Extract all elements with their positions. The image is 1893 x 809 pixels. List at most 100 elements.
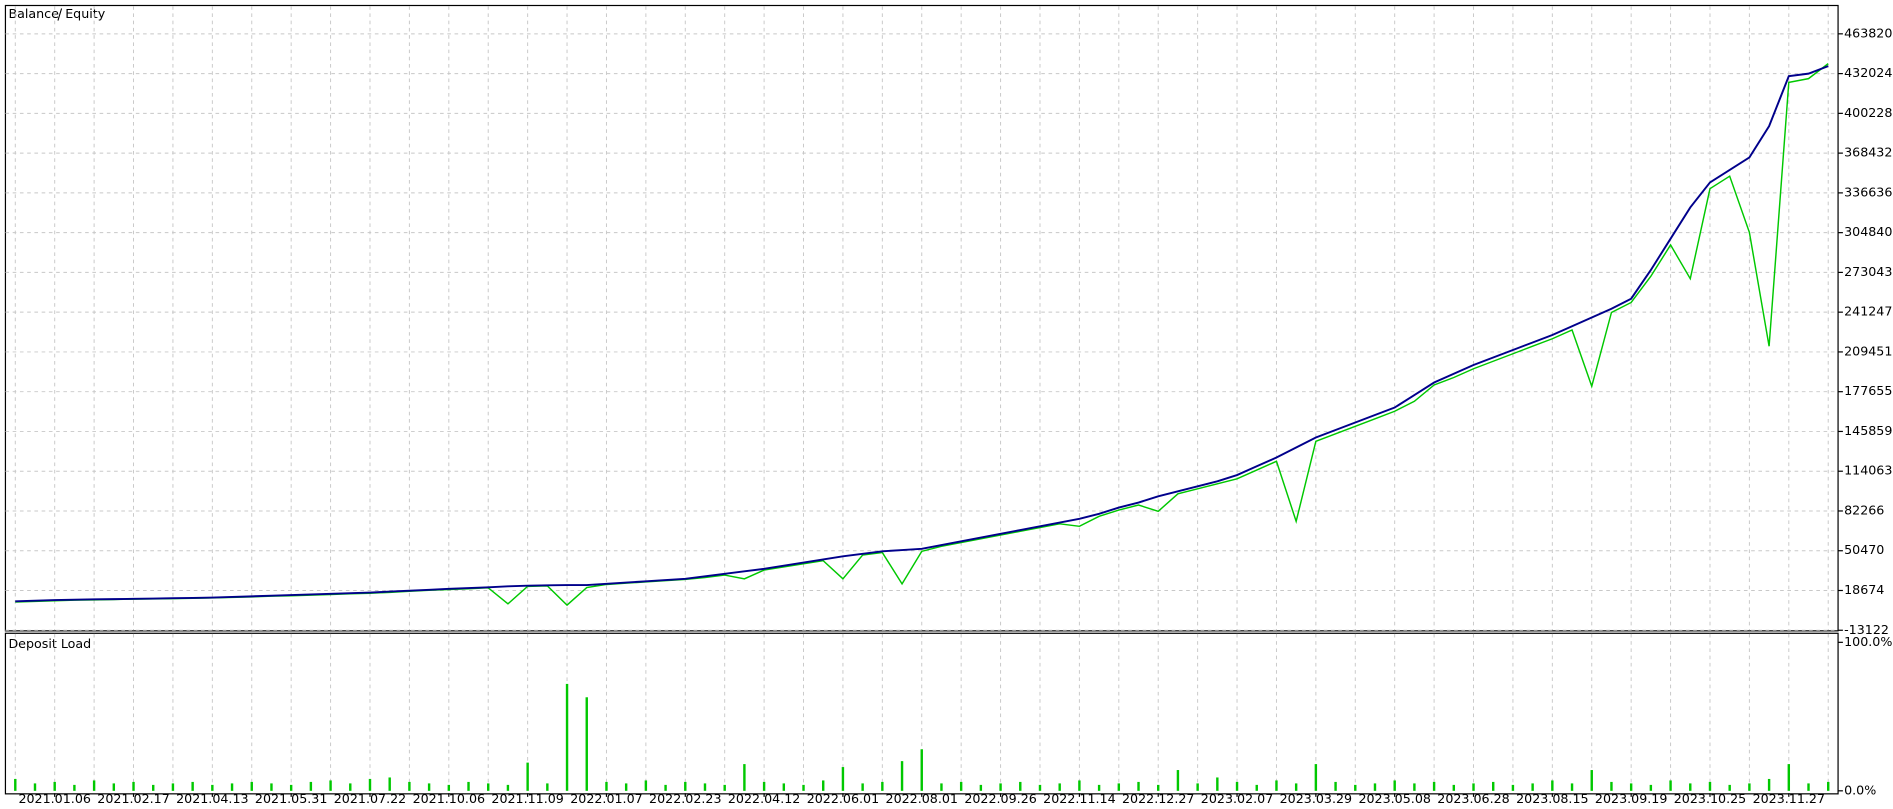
load-bar bbox=[1019, 781, 1022, 791]
legend-equity: Equity bbox=[65, 6, 106, 21]
load-bar bbox=[427, 783, 431, 791]
load-bar bbox=[624, 783, 628, 791]
load-bar bbox=[1610, 781, 1613, 791]
load-bar bbox=[1452, 784, 1456, 791]
load-bar bbox=[959, 781, 963, 791]
load-bar bbox=[230, 783, 234, 791]
load-bar bbox=[1097, 784, 1101, 791]
load-bar bbox=[1767, 778, 1771, 791]
load-bar bbox=[349, 783, 352, 791]
load-bar bbox=[782, 783, 786, 791]
load-bar bbox=[1058, 783, 1061, 791]
load-bar bbox=[191, 781, 194, 791]
x-tick-label: 2023.02.07 bbox=[1201, 791, 1273, 806]
load-bar bbox=[112, 783, 116, 791]
load-bar bbox=[1038, 784, 1042, 791]
load-bar bbox=[1531, 783, 1534, 791]
load-bar bbox=[605, 781, 608, 791]
load-bar bbox=[1157, 784, 1160, 791]
load-bar bbox=[565, 683, 569, 791]
load-bar bbox=[1196, 783, 1199, 791]
y-tick-label: 50470 bbox=[1844, 542, 1884, 557]
load-bar bbox=[1117, 783, 1121, 791]
load-bar bbox=[270, 783, 273, 791]
y-tick-label: 82266 bbox=[1844, 502, 1884, 517]
x-tick-label: 2022.02.23 bbox=[649, 791, 721, 806]
y-tick-label: 336636 bbox=[1844, 184, 1892, 199]
load-bar bbox=[1511, 784, 1515, 791]
x-tick-label: 2021.04.13 bbox=[176, 791, 248, 806]
y-tick-label: 432024 bbox=[1844, 65, 1892, 80]
y-tick-label: -13122 bbox=[1844, 622, 1889, 637]
y-tick-label: 273043 bbox=[1844, 264, 1892, 279]
load-bar bbox=[53, 781, 56, 791]
load-bar bbox=[309, 781, 313, 791]
load-bar bbox=[920, 749, 923, 791]
load-bar bbox=[33, 783, 37, 791]
y-tick-label: 209451 bbox=[1844, 343, 1892, 358]
load-bar bbox=[1314, 764, 1318, 791]
load-bar bbox=[1176, 770, 1180, 791]
load-bar bbox=[1078, 780, 1081, 791]
load-bar bbox=[1551, 780, 1554, 791]
x-tick-label: 2022.04.12 bbox=[728, 791, 800, 806]
legend-separator bbox=[57, 8, 63, 21]
load-bar bbox=[1787, 764, 1791, 791]
load-bar bbox=[1827, 781, 1830, 791]
load-bar bbox=[1629, 783, 1633, 791]
load-bar bbox=[289, 784, 293, 791]
x-tick-label: 2023.03.29 bbox=[1280, 791, 1352, 806]
load-bar bbox=[211, 784, 214, 791]
load-bar bbox=[881, 781, 884, 791]
load-bar bbox=[762, 781, 766, 791]
load-bar bbox=[900, 761, 904, 791]
load-bar bbox=[1570, 783, 1574, 791]
y-tick-label: 368432 bbox=[1844, 145, 1892, 160]
load-bar bbox=[171, 783, 175, 791]
x-tick-label: 2022.12.27 bbox=[1122, 791, 1194, 806]
legend-balance: Balance bbox=[8, 6, 59, 21]
load-bar bbox=[1216, 777, 1219, 791]
load-bar bbox=[1137, 781, 1140, 791]
y-tick-label: 145859 bbox=[1844, 423, 1892, 438]
load-bar bbox=[723, 784, 726, 791]
load-bar bbox=[585, 697, 588, 791]
x-tick-label: 2023.10.25 bbox=[1674, 791, 1746, 806]
load-bar bbox=[1235, 781, 1239, 791]
load-bar bbox=[250, 781, 253, 791]
y-tick-label: 400228 bbox=[1844, 105, 1892, 120]
load-bar bbox=[999, 783, 1002, 791]
load-bar bbox=[1413, 783, 1416, 791]
load-bar bbox=[73, 784, 76, 791]
load-bar bbox=[802, 784, 805, 791]
load-bar bbox=[1748, 783, 1751, 791]
load-bar bbox=[1708, 781, 1712, 791]
load-bar bbox=[1492, 781, 1495, 791]
x-tick-label: 2022.11.14 bbox=[1043, 791, 1115, 806]
load-bar bbox=[1373, 783, 1377, 791]
load-bar bbox=[1432, 781, 1436, 791]
load-bar bbox=[1689, 783, 1692, 791]
load-bar bbox=[546, 783, 549, 791]
x-tick-label: 2021.07.22 bbox=[334, 791, 406, 806]
load-bar bbox=[447, 784, 451, 791]
load-bar bbox=[940, 783, 943, 791]
load-bar bbox=[1255, 784, 1258, 791]
load-bar bbox=[487, 783, 490, 791]
x-tick-label: 2021.05.31 bbox=[255, 791, 327, 806]
load-bar bbox=[861, 783, 864, 791]
load-bar bbox=[132, 781, 135, 791]
y-tick-label: 304840 bbox=[1844, 224, 1892, 239]
load-bar bbox=[1472, 783, 1475, 791]
load-bar bbox=[1728, 784, 1731, 791]
price-panel-frame bbox=[4, 4, 1839, 632]
load-bar bbox=[14, 778, 17, 791]
load-bar bbox=[368, 778, 372, 791]
y-tick-label: 100.0% bbox=[1844, 634, 1892, 649]
x-tick-label: 2021.01.06 bbox=[18, 791, 90, 806]
load-bar bbox=[703, 783, 707, 791]
load-bar bbox=[92, 780, 96, 791]
load-bar bbox=[467, 781, 470, 791]
